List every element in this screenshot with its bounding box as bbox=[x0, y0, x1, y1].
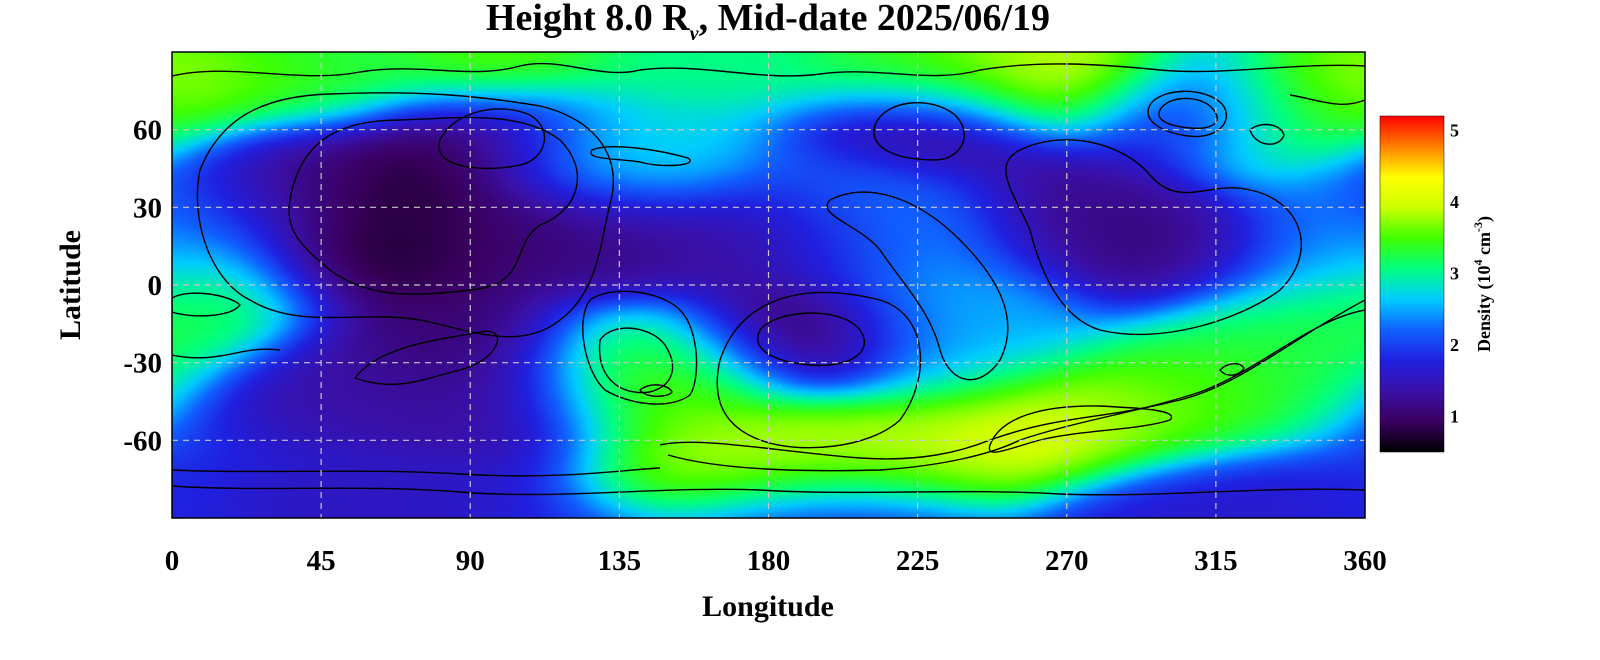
y-tick-label-60: 60 bbox=[133, 115, 162, 147]
title-subscript: ν bbox=[690, 23, 700, 45]
colorbar-ticks: 1 2 3 4 5 bbox=[1450, 120, 1459, 426]
colorbar-label-exp2: -3 bbox=[1471, 222, 1485, 232]
x-axis-ticks: 0 45 90 135 180 225 270 315 360 bbox=[165, 545, 1387, 577]
y-axis-label: Latitude bbox=[54, 230, 87, 340]
plot-frame bbox=[171, 51, 1366, 519]
colorbar-label-prefix: Density (10 bbox=[1474, 265, 1495, 352]
colorbar-tick-label-3: 3 bbox=[1450, 263, 1459, 283]
colorbar-gradient bbox=[1379, 115, 1445, 453]
colorbar-label-exp1: 4 bbox=[1471, 259, 1485, 265]
y-tick-label--60: -60 bbox=[123, 425, 162, 457]
x-tick-label-0: 0 bbox=[165, 545, 180, 577]
x-tick-label-135: 135 bbox=[598, 545, 642, 577]
x-tick-label-315: 315 bbox=[1194, 545, 1238, 577]
colorbar-label: Density (104 cm-3) bbox=[1471, 216, 1495, 352]
colorbar-tick-label-1: 1 bbox=[1450, 406, 1459, 426]
title-suffix: , Mid-date 2025/06/19 bbox=[699, 0, 1050, 39]
colorbar-tick-label-2: 2 bbox=[1450, 335, 1459, 355]
colorbar-label-suffix: ) bbox=[1474, 216, 1495, 222]
y-axis-ticks: 60 30 0 -30 -60 bbox=[123, 115, 162, 458]
y-tick-label-0: 0 bbox=[148, 270, 163, 302]
chart-title: Height 8.0 Rν, Mid-date 2025/06/19 bbox=[486, 0, 1050, 45]
colorbar-tick-label-4: 4 bbox=[1450, 192, 1459, 212]
contour-lines bbox=[172, 62, 1365, 496]
colorbar-label-mid: cm bbox=[1474, 232, 1494, 259]
colorbar-tick-label-5: 5 bbox=[1450, 120, 1459, 140]
x-tick-label-45: 45 bbox=[307, 545, 336, 577]
title-prefix: Height 8.0 R bbox=[486, 0, 690, 39]
y-tick-label--30: -30 bbox=[123, 348, 162, 380]
x-axis-label: Longitude bbox=[702, 590, 834, 623]
plot-area bbox=[171, 51, 1366, 519]
y-tick-label-30: 30 bbox=[133, 192, 162, 224]
x-tick-label-180: 180 bbox=[747, 545, 791, 577]
x-tick-label-360: 360 bbox=[1343, 545, 1387, 577]
grid-lines bbox=[172, 52, 1365, 518]
x-tick-label-225: 225 bbox=[896, 545, 940, 577]
x-tick-label-270: 270 bbox=[1045, 545, 1089, 577]
x-tick-label-90: 90 bbox=[456, 545, 485, 577]
